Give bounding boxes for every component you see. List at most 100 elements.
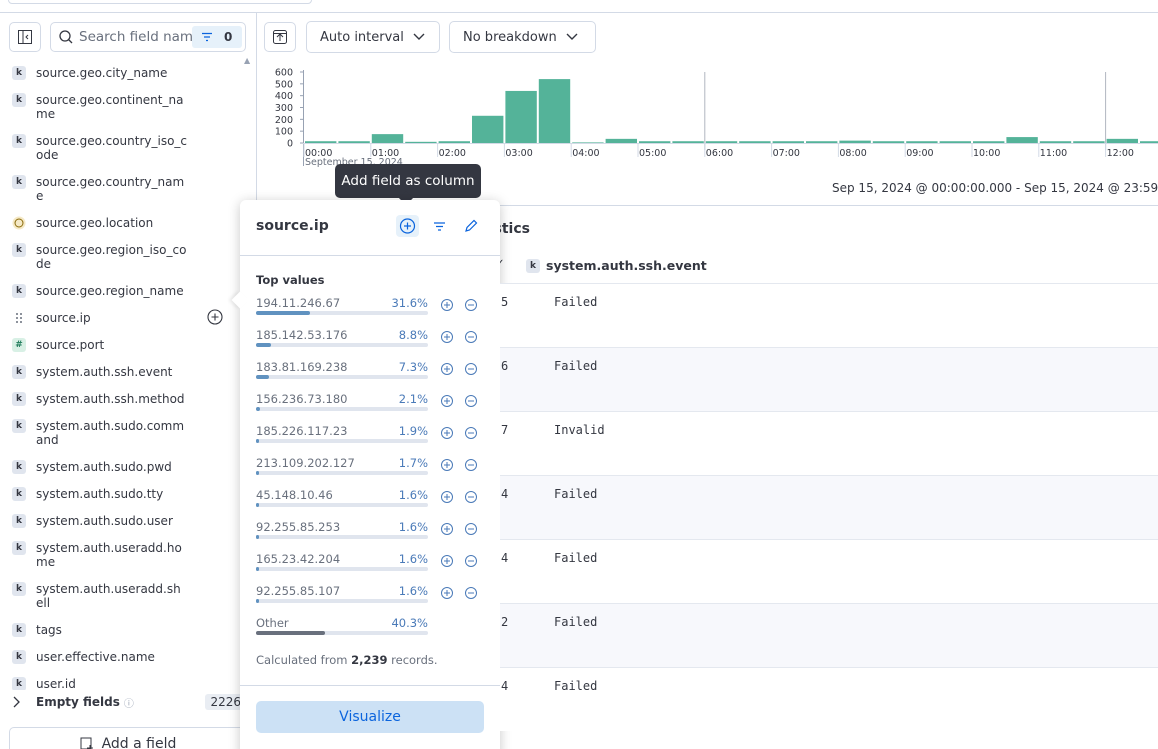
- field-item[interactable]: k system.auth.sudo.command: [0, 412, 256, 453]
- plus: [444, 494, 450, 500]
- edit-button[interactable]: [463, 218, 479, 234]
- plus: [444, 526, 450, 532]
- empty-fields[interactable]: Empty fields ⓘ 2226: [10, 692, 246, 712]
- field-item[interactable]: k system.auth.sudo.pwd: [0, 453, 256, 480]
- field-name: source.geo.continent_name: [36, 92, 184, 121]
- cell: 7: [501, 423, 509, 437]
- scroll-arrow: ▲: [244, 56, 251, 65]
- field-item[interactable]: source.ip: [0, 304, 256, 331]
- include-icon: [441, 587, 453, 599]
- interval-dropdown[interactable]: Auto interval: [306, 21, 440, 53]
- field-name: system.auth.useradd.home: [36, 540, 182, 569]
- value-actions[interactable]: [440, 521, 480, 537]
- table-row: 5 Failed: [500, 283, 1158, 347]
- x-tick-label: 11:00: [1040, 148, 1067, 159]
- value-actions[interactable]: [440, 425, 480, 441]
- help-icon: ⓘ: [123, 698, 134, 710]
- type-icon: k: [12, 513, 26, 528]
- visualize-button[interactable]: Visualize: [256, 701, 484, 733]
- y-tick-label: 600: [275, 68, 293, 79]
- plus: [444, 398, 450, 404]
- value-name: 183.81.169.238: [256, 360, 348, 374]
- value-actions[interactable]: [440, 553, 480, 569]
- cell: Failed: [554, 295, 598, 309]
- field-item[interactable]: source.geo.location: [0, 209, 256, 236]
- field-item[interactable]: # source.port: [0, 331, 256, 358]
- add-field-button[interactable]: Add a field: [9, 727, 247, 749]
- type-icon: k: [12, 133, 26, 148]
- field-item[interactable]: k user.id: [0, 670, 256, 690]
- calc-note: Calculated from 2,239 records.: [256, 653, 438, 667]
- cell: Failed: [554, 359, 598, 373]
- value-bar: [256, 567, 259, 571]
- value-actions[interactable]: [440, 329, 480, 345]
- field-item[interactable]: k system.auth.useradd.shell: [0, 575, 256, 616]
- plus: [444, 462, 450, 468]
- value-actions[interactable]: [440, 585, 480, 601]
- y-tick-label: 200: [275, 115, 293, 126]
- table-row: 2 Failed: [500, 603, 1158, 667]
- field-item[interactable]: k user.effective.name: [0, 643, 256, 670]
- field-item[interactable]: k system.auth.ssh.event: [0, 358, 256, 385]
- value-actions[interactable]: [440, 297, 480, 313]
- include-icon: [441, 555, 453, 567]
- field-item[interactable]: k source.geo.country_iso_code: [0, 127, 256, 168]
- add-column-button[interactable]: [396, 215, 419, 237]
- search-box[interactable]: Search field names 0: [50, 22, 246, 52]
- cell: 4: [501, 487, 509, 501]
- value-actions[interactable]: [440, 393, 480, 409]
- field-item[interactable]: k source.geo.region_name: [0, 277, 256, 304]
- filter-badge[interactable]: 0: [192, 26, 242, 48]
- bar: [505, 90, 537, 143]
- bar: [1073, 141, 1105, 143]
- field-name: source.geo.location: [36, 215, 154, 230]
- value-bar: [256, 535, 259, 539]
- value-actions[interactable]: [440, 489, 480, 505]
- icon: [18, 30, 32, 44]
- field-item[interactable]: k system.auth.ssh.method: [0, 385, 256, 412]
- field-name: source.port: [36, 337, 105, 352]
- field-item[interactable]: k source.geo.region_iso_code: [0, 236, 256, 277]
- share-button[interactable]: [264, 22, 296, 52]
- bar: [672, 141, 704, 143]
- field-item[interactable]: k source.geo.country_name: [0, 168, 256, 209]
- field-name: system.auth.sudo.user: [36, 513, 173, 528]
- field-item[interactable]: k system.auth.sudo.user: [0, 507, 256, 534]
- field-item[interactable]: k system.auth.sudo.tty: [0, 480, 256, 507]
- filter-count: 0: [224, 30, 233, 44]
- plus: [444, 590, 450, 596]
- chevron: [413, 33, 425, 40]
- toggle-sidebar[interactable]: [9, 22, 41, 52]
- type-icon: k: [12, 540, 26, 555]
- y-tick-label: 0: [287, 139, 293, 150]
- field-name: source.geo.country_name: [36, 174, 185, 203]
- column-header[interactable]: k system.auth.ssh.event: [526, 258, 707, 273]
- plus-icon: [399, 218, 416, 234]
- field-item[interactable]: k system.auth.useradd.home: [0, 534, 256, 575]
- filter-button[interactable]: [433, 221, 446, 232]
- dot: [16, 316, 18, 319]
- dot: [20, 316, 22, 319]
- field-item[interactable]: k source.geo.continent_name: [0, 86, 256, 127]
- column-label: system.auth.ssh.event: [546, 258, 707, 273]
- type-icon: k: [12, 65, 26, 80]
- value-track: [256, 343, 428, 347]
- section-title: Top values: [256, 273, 325, 287]
- add-button[interactable]: [207, 309, 223, 325]
- include-icon: [441, 523, 453, 535]
- type-icon: k: [12, 242, 26, 257]
- value-track: [256, 375, 428, 379]
- bar: [1140, 141, 1158, 143]
- exclude-icon: [465, 523, 477, 535]
- x-tick-label: 01:00: [372, 148, 399, 159]
- table-row: 7 Invalid: [500, 411, 1158, 475]
- value-actions[interactable]: [440, 457, 480, 473]
- value-actions[interactable]: [440, 361, 480, 377]
- field-item[interactable]: k tags: [0, 616, 256, 643]
- field-item[interactable]: k source.geo.city_name: [0, 59, 256, 86]
- field-list: k source.geo.city_name k source.geo.contine…: [0, 59, 256, 690]
- type-icon: k: [12, 676, 26, 690]
- breakdown-dropdown[interactable]: No breakdown: [449, 21, 596, 53]
- exclude-icon: [465, 331, 477, 343]
- field-name: tags: [36, 622, 62, 637]
